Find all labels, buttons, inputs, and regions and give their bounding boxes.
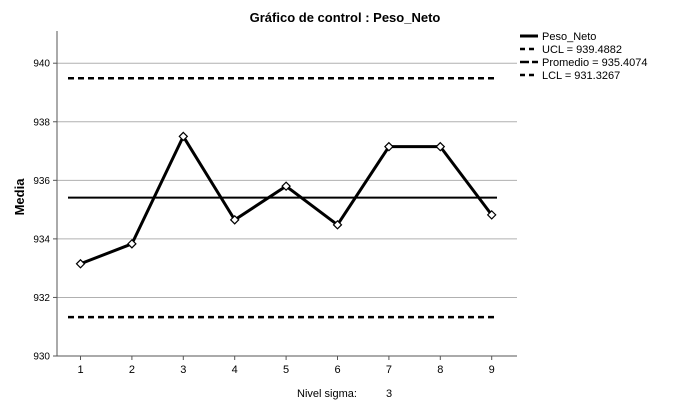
- y-tick-label: 930: [33, 352, 50, 363]
- y-tick-label: 936: [33, 176, 50, 187]
- x-tick-label: 6: [334, 364, 340, 376]
- data-point: [178, 131, 189, 142]
- legend-center: Promedio = 935.4074: [542, 57, 648, 69]
- y-tick-label: 934: [33, 234, 50, 245]
- x-tick-label: 2: [129, 364, 135, 376]
- data-point: [281, 181, 291, 192]
- y-tick-label: 940: [33, 59, 50, 70]
- legend-lcl: LCL = 931.3267: [542, 70, 620, 82]
- x-tick-label: 7: [386, 364, 392, 376]
- y-tick-label: 932: [33, 293, 50, 304]
- control-limits: [68, 76, 497, 319]
- chart-title: Gráfico de control : Peso_Neto: [250, 10, 441, 25]
- data-point: [486, 210, 497, 220]
- x-tick-label: 9: [489, 364, 495, 376]
- legend-ucl: UCL = 939.4882: [542, 44, 622, 56]
- series-layer: [75, 131, 497, 269]
- legend-series: Peso_Neto: [542, 31, 596, 43]
- data-point: [75, 258, 86, 269]
- x-tick-label: 1: [77, 364, 83, 376]
- x-tick-label: 8: [437, 364, 443, 376]
- sigma-level-value: 3: [386, 388, 392, 400]
- x-tick-label: 3: [180, 364, 186, 376]
- axis-ticks: 930 932 934 936 938 940 1 2 3 4 5 6 7 8 9: [33, 59, 494, 376]
- y-axis-label: Media: [12, 178, 27, 216]
- y-tick-label: 938: [33, 117, 50, 128]
- data-point: [384, 141, 394, 152]
- gridlines: [57, 62, 517, 298]
- series-line: [79, 134, 493, 266]
- data-point: [435, 141, 446, 152]
- x-tick-label: 5: [283, 364, 289, 376]
- data-point: [229, 215, 240, 225]
- sigma-level-label: Nivel sigma:: [297, 388, 357, 400]
- data-point: [127, 239, 137, 249]
- data-point: [332, 219, 343, 230]
- legend: Peso_Neto UCL = 939.4882 Promedio = 935.…: [520, 31, 648, 82]
- x-tick-label: 4: [232, 364, 238, 376]
